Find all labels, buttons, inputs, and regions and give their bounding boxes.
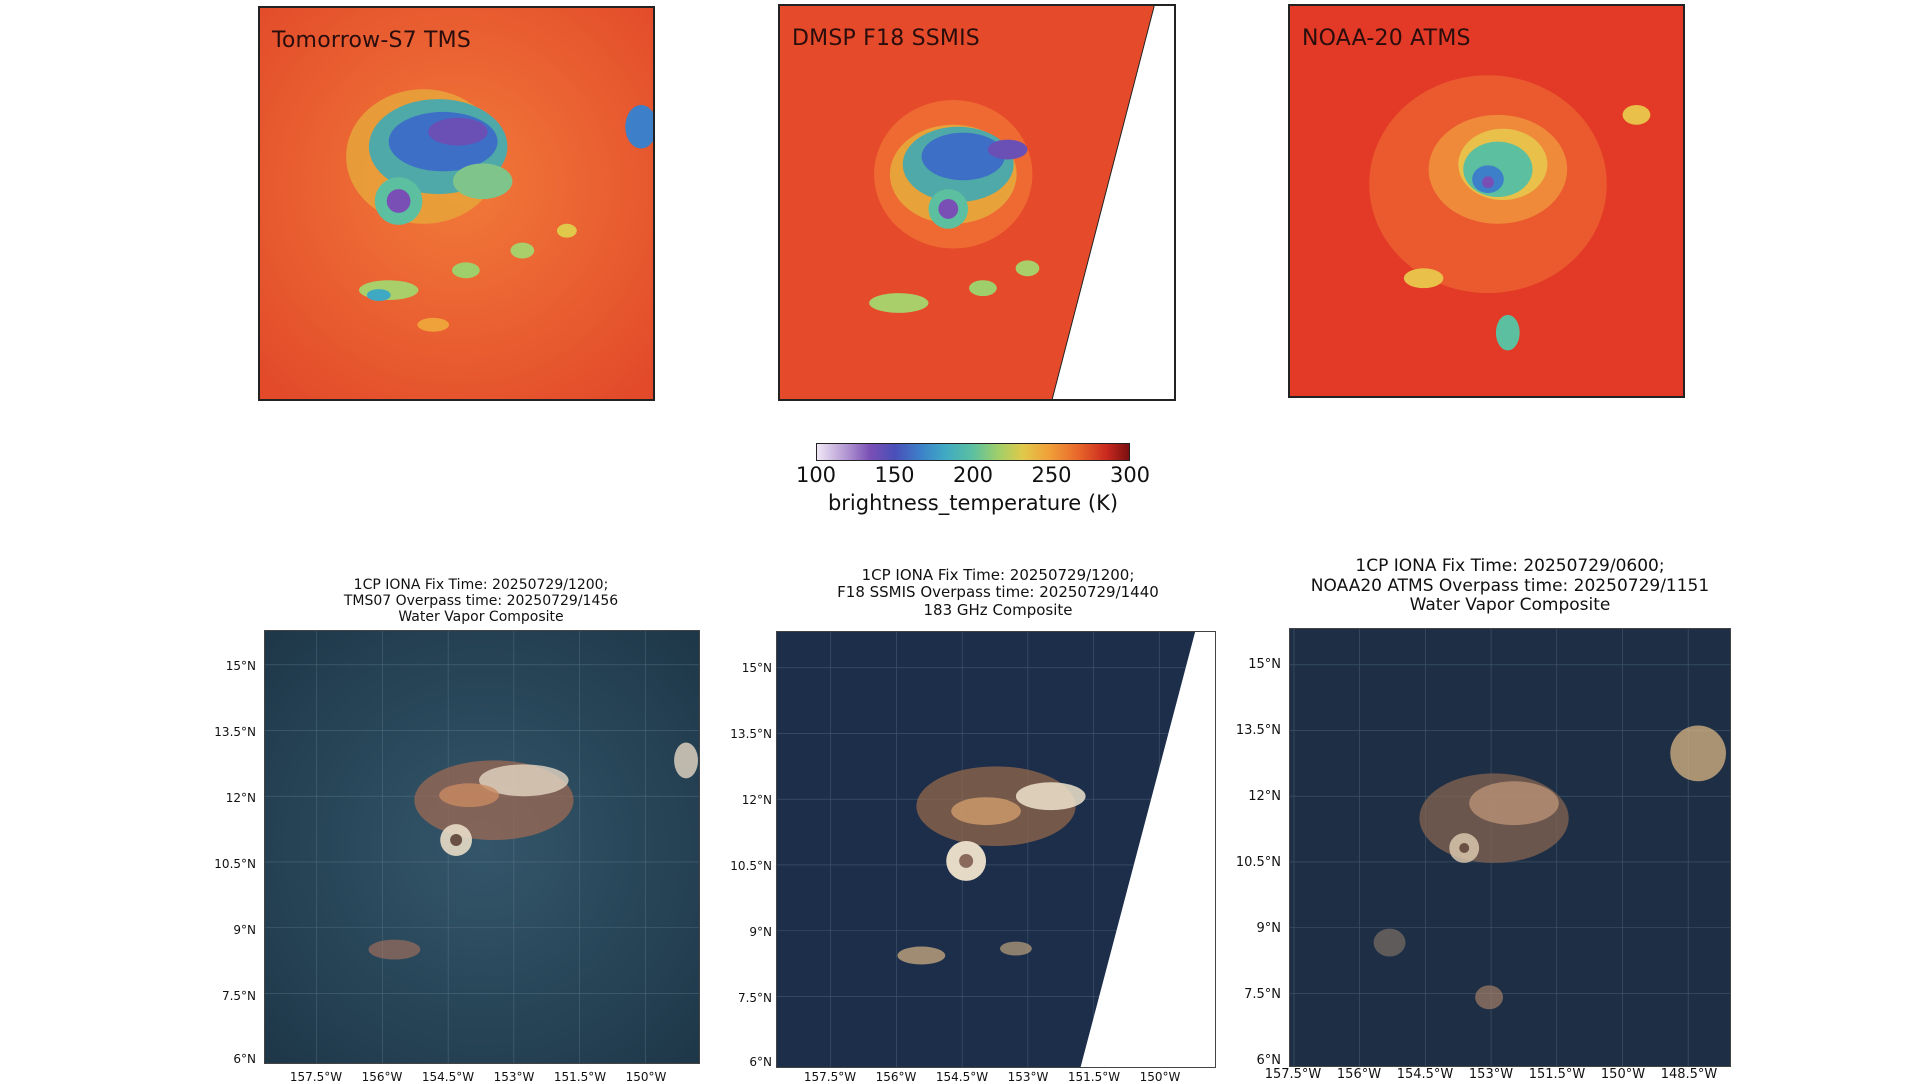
- y-tick-label: 13.5°N: [730, 727, 772, 741]
- atms-panel-label: NOAA-20 ATMS: [1302, 26, 1471, 51]
- x-tick-label: 154.5°W: [935, 1070, 989, 1084]
- ssmis-brightness-image: [780, 6, 1174, 399]
- colorbar-tick: 150: [874, 463, 915, 487]
- x-tick-label: 150°W: [1600, 1067, 1646, 1082]
- x-tick-label: 153°W: [493, 1070, 535, 1084]
- y-tick-label: 13.5°N: [1235, 723, 1281, 738]
- tms-brightness-image: [260, 8, 653, 399]
- colorbar-label: brightness_temperature (K): [827, 491, 1119, 515]
- x-tick-label: 153°W: [1007, 1070, 1049, 1084]
- y-tick-label: 12°N: [1248, 789, 1281, 804]
- x-tick-label: 157.5°W: [1264, 1067, 1322, 1082]
- y-tick-label: 12°N: [225, 791, 256, 805]
- title-line: 1CP IONA Fix Time: 20250729/0600;: [1355, 556, 1665, 576]
- x-tick-label: 154.5°W: [1396, 1067, 1454, 1082]
- colorbar-tick: 200: [952, 463, 994, 487]
- x-tick-label: 150°W: [625, 1070, 667, 1084]
- title-line: 1CP IONA Fix Time: 20250729/1200;: [861, 566, 1135, 584]
- title-line: F18 SSMIS Overpass time: 20250729/1440: [837, 583, 1159, 602]
- x-tick-label: 154.5°W: [421, 1070, 475, 1084]
- y-tick-label: 6°N: [749, 1055, 772, 1069]
- tms-brightness-panel: Tomorrow-S7 TMS: [258, 6, 655, 401]
- x-tick-label: 150°W: [1139, 1070, 1181, 1084]
- y-tick-label: 9°N: [1256, 921, 1282, 936]
- title-line: NOAA20 ATMS Overpass time: 20250729/1151: [1310, 575, 1710, 596]
- tms-composite-title: 1CP IONA Fix Time: 20250729/1200; TMS07 …: [266, 577, 696, 625]
- x-tick-label: 156°W: [875, 1070, 917, 1084]
- tms-panel-label: Tomorrow-S7 TMS: [272, 28, 472, 53]
- x-tick-label: 153°W: [1468, 1067, 1514, 1082]
- title-line: 183 GHz Composite: [923, 600, 1073, 619]
- colorbar-tick: 300: [1109, 463, 1151, 487]
- y-tick-label: 15°N: [1248, 657, 1281, 672]
- x-tick-label: 156°W: [1336, 1067, 1382, 1082]
- x-tick-label: 151.5°W: [1528, 1067, 1586, 1082]
- colorbar: 100 150 200 250 300 brightness_temperatu…: [796, 443, 1150, 515]
- ssmis-brightness-panel: DMSP F18 SSMIS: [778, 4, 1176, 401]
- y-tick-label: 15°N: [741, 661, 772, 675]
- x-tick-label: 156°W: [361, 1070, 403, 1084]
- y-tick-label: 9°N: [233, 923, 256, 937]
- atms-composite-title: 1CP IONA Fix Time: 20250729/0600; NOAA20…: [1288, 556, 1732, 616]
- y-tick-label: 10.5°N: [1235, 855, 1281, 870]
- tms-composite-map: [264, 630, 700, 1064]
- x-tick-label: 157.5°W: [803, 1070, 857, 1084]
- title-line: TMS07 Overpass time: 20250729/1456: [343, 593, 619, 610]
- y-tick-label: 10.5°N: [730, 859, 772, 873]
- colorbar-tick: 250: [1031, 463, 1072, 487]
- x-tick-label: 151.5°W: [1067, 1070, 1121, 1084]
- y-tick-label: 6°N: [233, 1052, 256, 1066]
- colorbar-tick: 100: [795, 463, 837, 487]
- tms-composite-image: [265, 631, 699, 1063]
- x-tick-label: 157.5°W: [289, 1070, 343, 1084]
- title-line: Water Vapor Composite: [1409, 595, 1611, 616]
- y-tick-label: 6°N: [1256, 1053, 1282, 1068]
- y-tick-label: 10.5°N: [214, 857, 256, 871]
- y-tick-label: 15°N: [225, 659, 256, 673]
- colorbar-ticks: 100 150 200 250 300: [796, 461, 1150, 489]
- y-tick-label: 13.5°N: [214, 725, 256, 739]
- y-tick-label: 7.5°N: [737, 991, 772, 1005]
- title-line: 1CP IONA Fix Time: 20250729/1200;: [353, 577, 609, 593]
- ssmis-panel-label: DMSP F18 SSMIS: [792, 26, 980, 51]
- ssmis-composite-image: [777, 632, 1215, 1067]
- ssmis-composite-map: [776, 631, 1216, 1068]
- y-tick-label: 7.5°N: [221, 989, 256, 1003]
- x-tick-label: 148.5°W: [1660, 1067, 1718, 1082]
- y-tick-label: 7.5°N: [1244, 987, 1281, 1002]
- atms-composite-image: [1290, 629, 1730, 1066]
- title-line: Water Vapor Composite: [398, 609, 564, 626]
- y-tick-label: 9°N: [749, 925, 772, 939]
- y-tick-label: 12°N: [741, 793, 772, 807]
- atms-composite-map: [1289, 628, 1731, 1067]
- x-tick-label: 151.5°W: [553, 1070, 607, 1084]
- ssmis-composite-title: 1CP IONA Fix Time: 20250729/1200; F18 SS…: [776, 566, 1220, 619]
- atms-brightness-image: [1290, 6, 1683, 396]
- colorbar-gradient: [816, 443, 1130, 461]
- atms-brightness-panel: NOAA-20 ATMS: [1288, 4, 1685, 398]
